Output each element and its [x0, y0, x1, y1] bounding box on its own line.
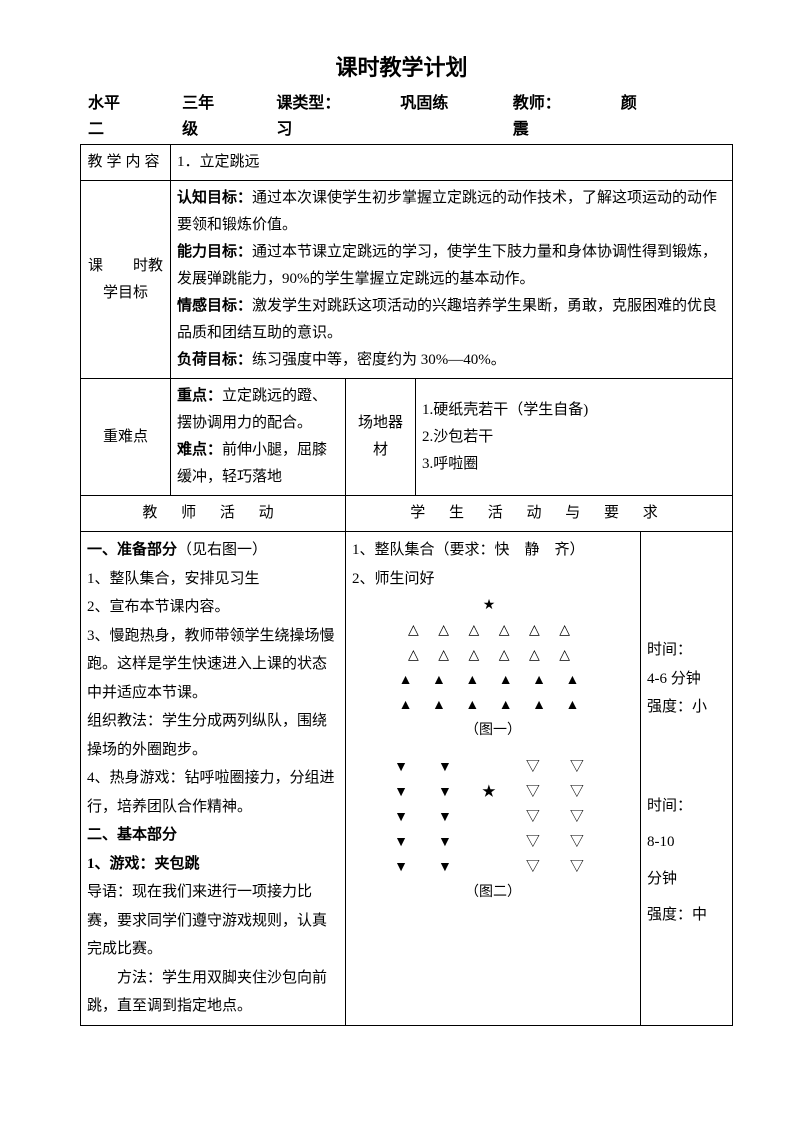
table-row: 重难点 重点：立定跳远的蹬、摆协调用力的配合。 难点：前伸小腿，屈膝缓冲，轻巧落…: [81, 379, 733, 496]
page-title: 课时教学计划: [80, 50, 723, 85]
keypoints-label: 重难点: [81, 379, 171, 496]
goals-content: 认知目标：通过本次课使学生初步掌握立定跳远的动作技术，了解这项运动的动作要领和锻…: [171, 181, 733, 379]
student-activity-header: 学 生 活 动 与 要 求: [346, 496, 733, 532]
teacher: 教师：颜震: [513, 91, 655, 142]
content-value: 1．立定跳远: [171, 145, 733, 181]
table-row: 一、准备部分（见右图一） 1、整队集合，安排见习生 2、宣布本节课内容。 3、慢…: [81, 532, 733, 1026]
equipment-label: 场地器材: [346, 379, 416, 496]
class-type: 课类型：巩固练习: [276, 91, 452, 142]
grade: 三年级: [182, 91, 216, 142]
lesson-plan-table: 教学内容 1．立定跳远 课 时教学目标 认知目标：通过本次课使学生初步掌握立定跳…: [80, 144, 733, 1026]
table-row: 课 时教学目标 认知目标：通过本次课使学生初步掌握立定跳远的动作技术，了解这项运…: [81, 181, 733, 379]
content-label: 教学内容: [81, 145, 171, 181]
table-row: 教 师 活 动 学 生 活 动 与 要 求: [81, 496, 733, 532]
student-activity-body: 1、整队集合（要求：快 静 齐） 2、师生问好 ★ △ △ △ △ △ △ △ …: [346, 532, 641, 1026]
table-row: 教学内容 1．立定跳远: [81, 145, 733, 181]
equipment-content: 1.硬纸壳若干（学生自备) 2.沙包若干 3.呼啦圈: [416, 379, 733, 496]
header-row: 水平二 三年级 课类型：巩固练习 教师：颜震: [80, 91, 723, 142]
goals-label: 课 时教学目标: [81, 181, 171, 379]
level: 水平二: [88, 91, 122, 142]
teacher-activity-header: 教 师 活 动: [81, 496, 346, 532]
teacher-activity-body: 一、准备部分（见右图一） 1、整队集合，安排见习生 2、宣布本节课内容。 3、慢…: [81, 532, 346, 1026]
timing-body: 时间： 4-6 分钟 强度：小 时间： 8-10 分钟 强度：中: [641, 532, 733, 1026]
keypoints-content: 重点：立定跳远的蹬、摆协调用力的配合。 难点：前伸小腿，屈膝缓冲，轻巧落地: [171, 379, 346, 496]
